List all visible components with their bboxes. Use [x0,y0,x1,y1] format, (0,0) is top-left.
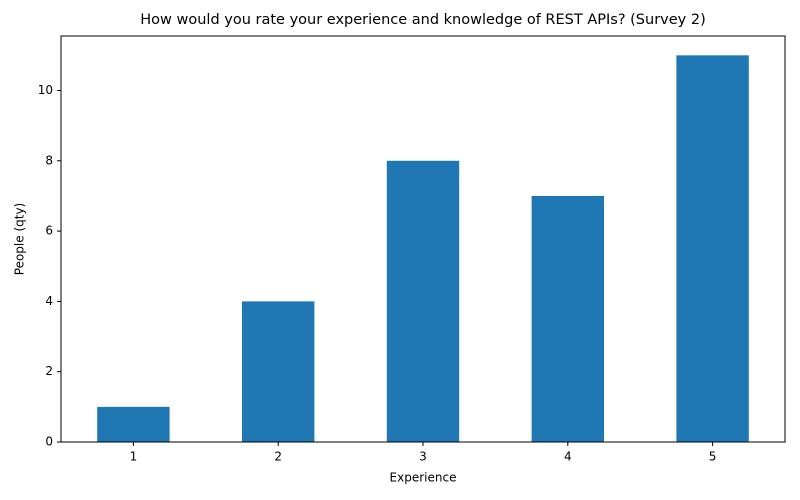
y-tick-label: 6 [45,224,53,238]
chart-title: How would you rate your experience and k… [140,12,705,28]
y-axis-label: People (qty) [13,203,27,275]
x-tick-label: 4 [564,450,572,464]
y-tick-label: 4 [45,294,53,308]
x-axis-label: Experience [390,471,457,485]
y-tick-label: 2 [45,364,53,378]
y-tick-label: 8 [45,153,53,167]
x-tick-label: 3 [419,450,427,464]
bar [386,160,460,442]
x-tick-label: 1 [130,450,138,464]
bar [97,406,170,442]
y-tick-label: 0 [45,435,53,449]
y-tick-label: 10 [38,83,53,97]
axes-frame [60,35,786,443]
bar [676,55,749,442]
x-tick-label: 5 [709,450,717,464]
bar [242,301,315,442]
x-tick-label: 2 [274,450,282,464]
bar [531,195,604,442]
